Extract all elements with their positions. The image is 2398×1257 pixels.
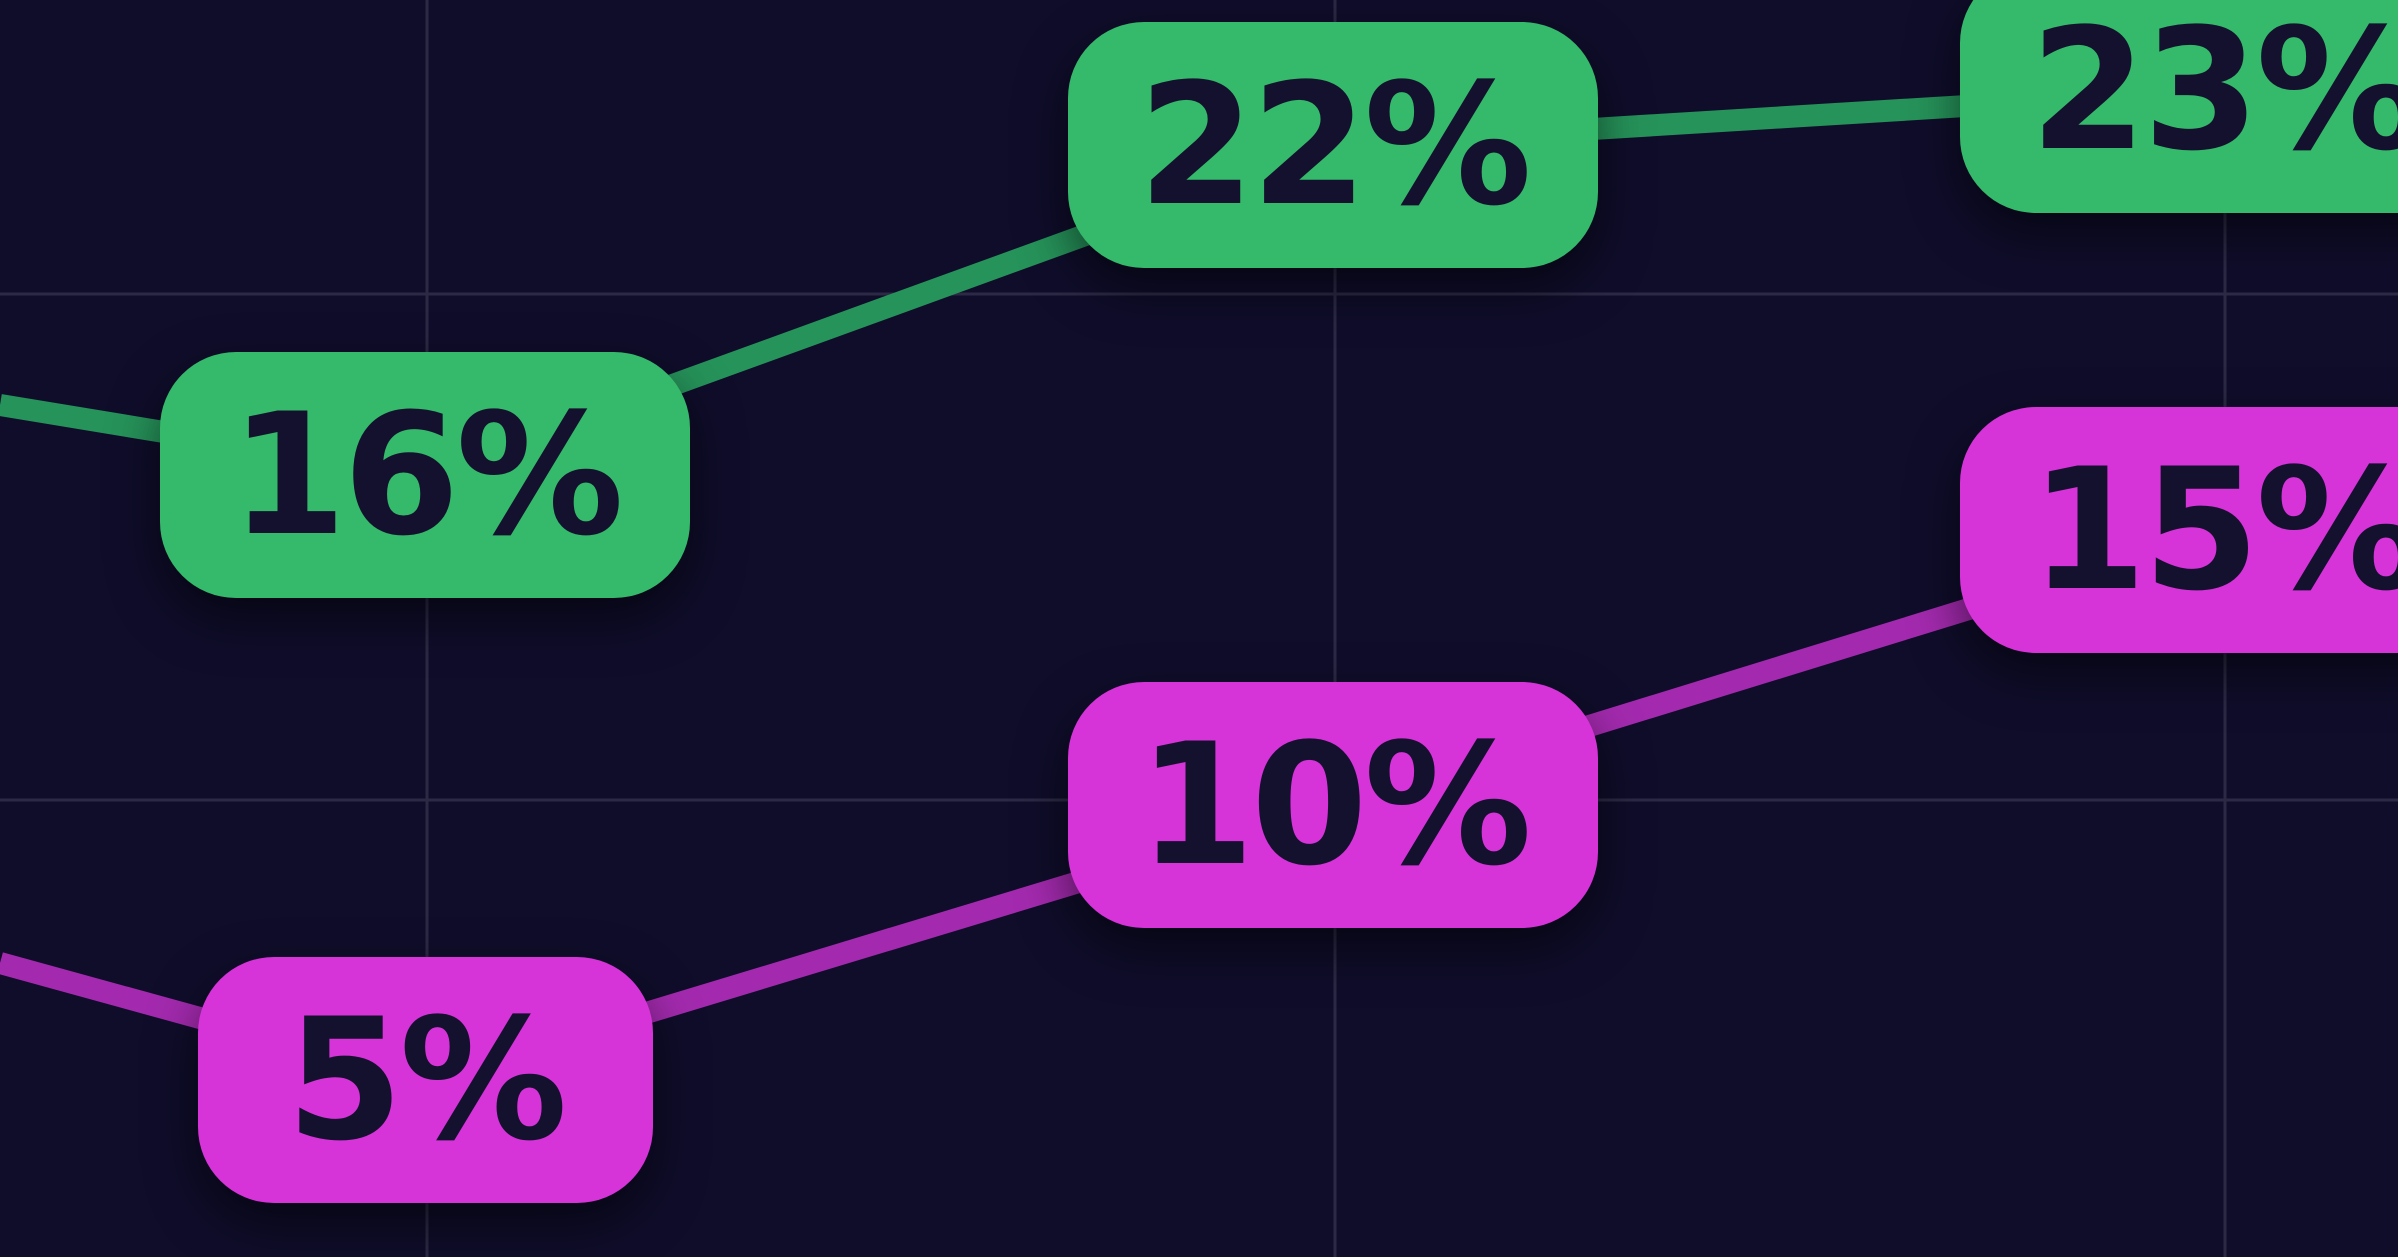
data-label: 22% <box>1068 22 1598 268</box>
data-label: 10% <box>1068 682 1598 928</box>
data-label: 5% <box>197 957 653 1203</box>
data-label: 16% <box>160 352 690 598</box>
data-label: 23% <box>1960 0 2398 213</box>
data-label: 15% <box>1960 407 2398 653</box>
